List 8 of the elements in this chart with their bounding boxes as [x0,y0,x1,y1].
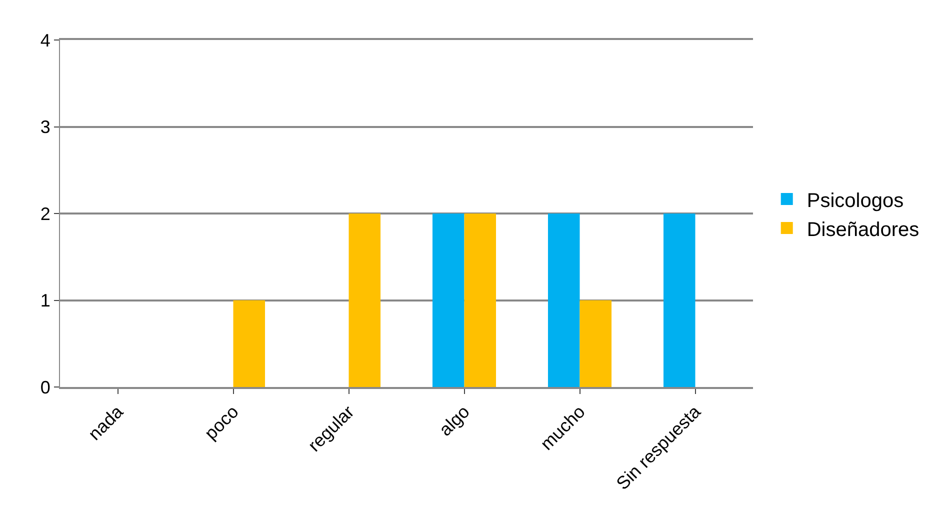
y-tick-label: 4 [40,30,50,50]
legend-label: Psicologos [806,190,904,212]
x-tick-label: algo [435,402,474,440]
y-tick-label: 0 [40,377,50,398]
y-tick-label: 1 [40,290,50,311]
y-tick-label: 3 [40,117,50,138]
y-tick-label: 2 [40,204,50,224]
legend-label: Diseñadores [806,218,920,241]
